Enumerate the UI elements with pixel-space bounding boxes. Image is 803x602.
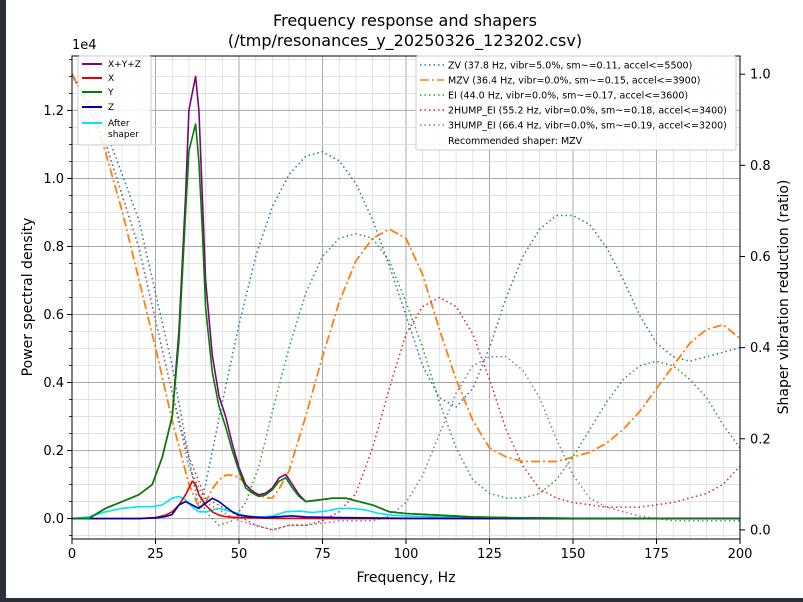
series-line-psd-2 — [72, 123, 740, 520]
x-tick-label: 150 — [561, 547, 586, 562]
series-line-shaper-4 — [71, 73, 740, 531]
series-line-psd-1 — [72, 480, 740, 520]
legend-label: Y — [107, 88, 114, 98]
y2-tick-label: 0.8 — [750, 159, 771, 174]
x-tick-label: 75 — [314, 547, 331, 562]
legend-label: 3HUMP_EI (66.4 Hz, vibr=0.0%, sm~=0.19, … — [448, 121, 727, 132]
legend-label: MZV (36.4 Hz, vibr=0.0%, sm~=0.15, accel… — [448, 76, 700, 87]
chart-title: Frequency response and shapers — [273, 11, 537, 30]
axes: 0 25 50 75 100 125 150 175 200 0.0 0.2 0.4 0.6 0.8 1.0… — [43, 59, 771, 562]
x-tick-label: 0 — [68, 547, 76, 562]
x-axis-label: Frequency, Hz — [356, 570, 455, 586]
y-tick-label: 0.0 — [43, 512, 64, 527]
y-offset-label: 1e4 — [72, 38, 97, 53]
recommended-shaper-label: Recommended shaper: MZV — [448, 136, 583, 147]
legend-label: 2HUMP_EI (55.2 Hz, vibr=0.0%, sm~=0.18, … — [448, 106, 727, 117]
legend-shapers: ZV (37.8 Hz, vibr=5.0%, sm~=0.11, accel<… — [415, 55, 737, 151]
x-tick-label: 125 — [477, 547, 502, 562]
y-tick-label: 0.6 — [43, 308, 64, 323]
x-tick-label: 25 — [147, 547, 164, 562]
legend-label: shaper — [108, 130, 139, 140]
x-tick-label: 100 — [394, 547, 419, 562]
y-axis-label: Power spectral density — [20, 218, 36, 377]
psd-curves — [71, 75, 740, 520]
window-frame-bottom — [0, 598, 803, 602]
series-line-shaper-3 — [71, 73, 741, 531]
legend-label: After — [108, 119, 130, 129]
x-tick-label: 175 — [644, 547, 669, 562]
legend-label: X — [108, 74, 114, 84]
y2-tick-label: 0.4 — [750, 341, 771, 356]
y-tick-label: 0.8 — [43, 240, 64, 255]
y-tick-label: 1.2 — [43, 104, 64, 119]
series-line-shaper-0 — [71, 73, 741, 508]
legend-box — [415, 55, 737, 151]
series-line-psd-3 — [72, 497, 740, 520]
legend-label: ZV (37.8 Hz, vibr=5.0%, sm~=0.11, accel<… — [448, 61, 692, 72]
x-tick-label: 50 — [231, 547, 248, 562]
series-line-shaper-1 — [71, 73, 741, 509]
x-tick-label: 200 — [728, 547, 753, 562]
y-tick-label: 0.4 — [43, 376, 64, 391]
y2-tick-label: 0.2 — [750, 432, 771, 447]
y2-tick-label: 0.0 — [750, 523, 771, 538]
shaper-curves — [71, 73, 741, 531]
y-tick-label: 1.0 — [43, 172, 64, 187]
chart-subtitle: (/tmp/resonances_y_20250326_123202.csv) — [228, 31, 582, 51]
series-line-shaper-2 — [71, 73, 741, 527]
window-frame-left — [0, 0, 6, 602]
y2-tick-label: 1.0 — [750, 68, 771, 83]
y-tick-label: 0.2 — [43, 444, 64, 459]
legend-label: Z — [108, 103, 114, 113]
y2-axis-label: Shaper vibration reduction (ratio) — [776, 180, 792, 415]
legend-label: X+Y+Z — [108, 60, 141, 70]
y2-tick-label: 0.6 — [750, 250, 771, 265]
legend-label: EI (44.0 Hz, vibr=0.0%, sm~=0.17, accel<… — [448, 91, 688, 102]
